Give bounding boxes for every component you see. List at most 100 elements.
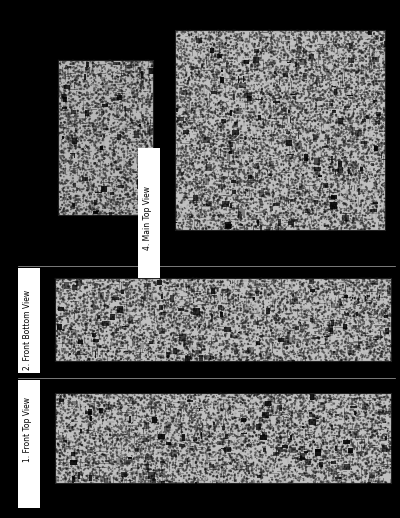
- Point: [361, 313, 368, 321]
- Point: [330, 118, 336, 126]
- Point: [296, 444, 303, 453]
- Bar: [339, 360, 342, 365]
- Point: [321, 106, 327, 114]
- Point: [136, 433, 143, 441]
- Point: [126, 184, 133, 193]
- Point: [134, 405, 141, 413]
- Point: [265, 61, 271, 69]
- Point: [320, 157, 327, 166]
- Point: [324, 296, 330, 304]
- Point: [380, 333, 386, 341]
- Point: [318, 126, 325, 135]
- Point: [260, 443, 266, 451]
- Point: [246, 349, 252, 357]
- Point: [300, 147, 307, 155]
- Point: [281, 104, 288, 112]
- Point: [358, 302, 364, 310]
- Point: [333, 42, 339, 50]
- Point: [314, 125, 320, 134]
- Point: [55, 322, 61, 330]
- Point: [136, 130, 143, 138]
- Point: [314, 81, 320, 90]
- Point: [142, 116, 149, 124]
- Point: [210, 160, 217, 168]
- Point: [94, 406, 101, 414]
- Point: [248, 299, 254, 307]
- Point: [322, 135, 329, 143]
- Point: [133, 108, 140, 116]
- Point: [194, 124, 201, 132]
- Point: [270, 47, 276, 55]
- Point: [371, 205, 377, 213]
- Point: [235, 180, 241, 188]
- Point: [145, 342, 152, 350]
- Point: [304, 70, 311, 78]
- Point: [271, 299, 278, 307]
- Point: [122, 447, 128, 455]
- Point: [354, 436, 360, 444]
- Point: [273, 434, 279, 442]
- Point: [68, 322, 75, 330]
- Point: [314, 170, 320, 178]
- Point: [130, 124, 136, 132]
- Point: [260, 404, 266, 412]
- Point: [211, 72, 218, 80]
- Bar: [379, 347, 381, 348]
- Point: [124, 197, 131, 205]
- Point: [184, 79, 190, 88]
- Point: [240, 447, 246, 455]
- Point: [208, 350, 215, 358]
- Point: [335, 51, 342, 60]
- Point: [329, 66, 335, 75]
- Point: [178, 452, 185, 461]
- Point: [185, 461, 191, 469]
- Point: [334, 102, 340, 110]
- Point: [213, 422, 220, 430]
- Point: [189, 338, 196, 346]
- Point: [373, 108, 380, 117]
- Point: [269, 329, 276, 337]
- Point: [191, 104, 197, 112]
- Point: [320, 308, 327, 316]
- Point: [136, 195, 142, 203]
- Bar: [159, 287, 160, 290]
- Point: [230, 87, 236, 95]
- Point: [353, 157, 360, 166]
- Point: [102, 169, 108, 177]
- Point: [343, 415, 349, 423]
- Point: [293, 177, 299, 185]
- Point: [180, 402, 186, 410]
- Point: [96, 413, 102, 421]
- Point: [74, 107, 81, 115]
- Point: [68, 128, 74, 136]
- Point: [90, 182, 96, 191]
- Point: [68, 291, 74, 299]
- Point: [242, 459, 248, 468]
- Point: [70, 194, 77, 202]
- Point: [119, 331, 126, 339]
- Point: [321, 191, 328, 199]
- Point: [352, 169, 358, 178]
- Point: [322, 307, 329, 315]
- Point: [196, 166, 203, 175]
- Point: [280, 46, 286, 54]
- Point: [76, 352, 82, 360]
- Point: [267, 151, 273, 160]
- Point: [341, 138, 347, 147]
- Point: [259, 428, 266, 437]
- Point: [340, 355, 346, 363]
- Point: [246, 142, 252, 150]
- Point: [274, 416, 281, 424]
- Point: [320, 437, 327, 445]
- Point: [345, 277, 351, 285]
- Point: [227, 84, 233, 92]
- Point: [219, 59, 226, 67]
- Point: [198, 430, 204, 438]
- Point: [163, 410, 170, 418]
- Point: [110, 460, 117, 468]
- Point: [112, 74, 118, 82]
- Point: [146, 102, 153, 110]
- Point: [248, 62, 254, 70]
- Point: [188, 205, 194, 213]
- Point: [352, 430, 358, 438]
